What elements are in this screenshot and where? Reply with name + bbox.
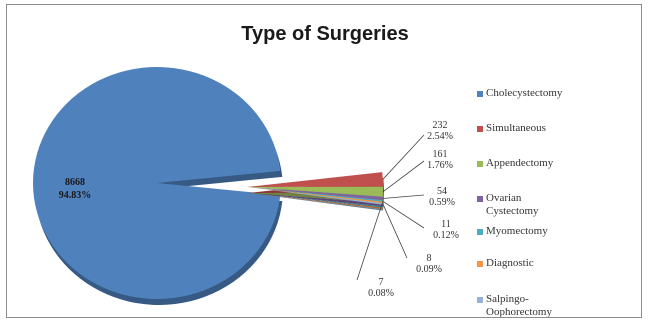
legend-label: Salpingo- Oophorectomy xyxy=(486,293,552,318)
data-label-percent: 0.09% xyxy=(416,264,442,275)
data-label-value: 232 xyxy=(433,120,448,131)
legend-swatch xyxy=(477,126,483,132)
legend-swatch xyxy=(477,161,483,167)
slice-appendectomy xyxy=(247,186,383,197)
legend-label: Ovarian Cystectomy xyxy=(486,192,539,217)
leader-line xyxy=(381,202,408,259)
legend-item: Myomectomy xyxy=(477,225,626,238)
leader-line xyxy=(356,203,383,281)
slice-simultaneous xyxy=(247,172,383,187)
legend-item: Diagnostic xyxy=(477,257,626,270)
legend-swatch xyxy=(477,297,483,303)
legend-item: Simultaneous xyxy=(477,122,626,135)
legend-swatch xyxy=(477,261,483,267)
slice-shadow-salpingo-oophorectomy xyxy=(248,193,384,211)
data-label-value: 8 xyxy=(427,253,432,264)
data-label-value: 54 xyxy=(437,186,447,197)
slice-myomectomy xyxy=(247,187,383,202)
legend-item: Appendectomy xyxy=(477,157,626,170)
legend-item: Cholecystectomy xyxy=(477,87,626,100)
legend-swatch xyxy=(477,229,483,235)
data-label-percent: 0.12% xyxy=(433,230,459,241)
legend-label: Diagnostic xyxy=(486,257,534,269)
slice-diagnostic xyxy=(247,187,383,204)
slice-shadow-diagnostic xyxy=(248,193,384,210)
data-label-percent: 2.54% xyxy=(427,131,453,142)
data-label-percent: 0.59% xyxy=(429,197,455,208)
leader-line xyxy=(382,200,425,229)
slice-ovarian-cystectomy xyxy=(247,187,383,201)
leader-line xyxy=(382,134,425,180)
slice-salpingo-oophorectomy xyxy=(247,187,383,205)
data-label-value: 11 xyxy=(441,219,451,230)
data-label-percent: 1.76% xyxy=(427,160,453,171)
data-label-value: 7 xyxy=(379,277,384,288)
data-label-percent: 0.08% xyxy=(368,288,394,299)
legend-label: Simultaneous xyxy=(486,122,546,134)
slice-shadow-ovarian-cystectomy xyxy=(248,193,384,207)
chart-frame: Type of Surgeries 232 2.54% 161 1.76% 54 0.59… xyxy=(6,4,642,318)
data-label-percent: 94.83% xyxy=(59,190,92,201)
data-label-value: 8668 xyxy=(65,177,85,188)
legend-swatch xyxy=(477,91,483,97)
legend-item: Salpingo- Oophorectomy xyxy=(477,293,626,318)
data-label-value: 161 xyxy=(433,149,448,160)
legend-item: Ovarian Cystectomy xyxy=(477,192,626,218)
legend-label: Appendectomy xyxy=(486,157,554,169)
slice-shadow-myomectomy xyxy=(248,193,384,208)
leader-line xyxy=(382,194,425,199)
chart-title: Type of Surgeries xyxy=(241,23,409,45)
legend-label: Myomectomy xyxy=(486,225,548,237)
legend-label: Cholecystectomy xyxy=(486,87,563,99)
slice-cholecystectomy xyxy=(33,66,281,299)
legend-swatch xyxy=(477,196,483,202)
leader-line xyxy=(382,160,425,193)
